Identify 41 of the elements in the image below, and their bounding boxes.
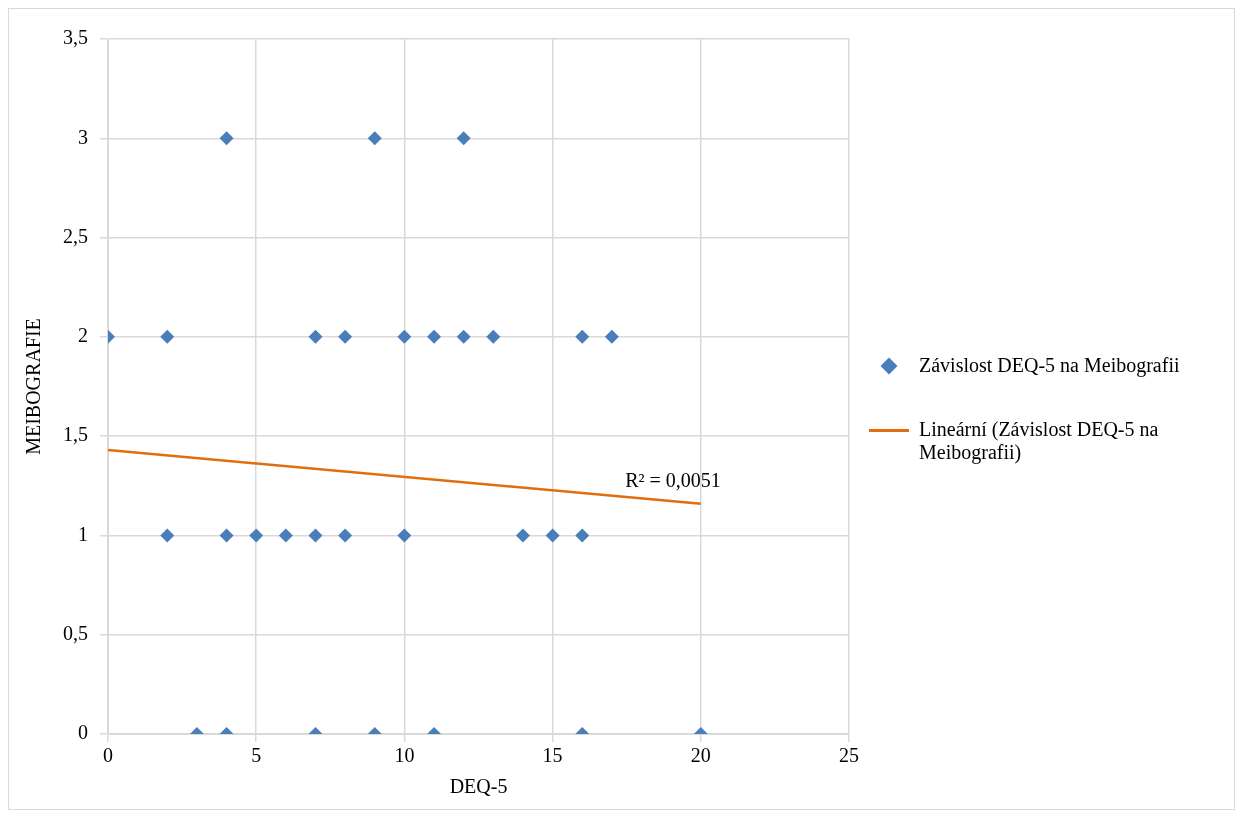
- point: [367, 131, 382, 146]
- point: [219, 528, 234, 543]
- annotation: R² = 0,0051: [625, 468, 721, 491]
- x-tick-label: 5: [251, 744, 262, 767]
- y-tick-label: 0: [78, 721, 88, 744]
- point: [308, 528, 323, 543]
- point: [278, 528, 293, 543]
- y-tick-label: 3,5: [63, 26, 88, 49]
- point: [338, 329, 353, 344]
- point: [160, 528, 175, 543]
- point: [604, 329, 619, 344]
- legend-label: Závislost DEQ-5 na Meibografii: [919, 354, 1180, 377]
- x-tick-label: 25: [839, 744, 859, 767]
- point: [456, 131, 471, 146]
- point: [397, 329, 412, 344]
- y-tick-label: 1: [78, 522, 88, 545]
- y-axis-title: MEIBOGRAFIE: [22, 318, 45, 455]
- legend-label: Lineární (Závislost DEQ-5 na Meibografii): [919, 418, 1160, 464]
- y-tick-label: 2: [78, 324, 88, 347]
- point: [575, 528, 590, 543]
- y-tick-label: 3: [78, 125, 88, 148]
- x-axis-title: DEQ-5: [449, 775, 508, 798]
- point: [456, 329, 471, 344]
- x-tick-label: 10: [394, 744, 415, 767]
- x-tick-label: 0: [103, 744, 113, 767]
- point: [545, 528, 560, 543]
- x-tick-label: 15: [542, 744, 563, 767]
- point: [515, 528, 530, 543]
- y-tick-label: 1,5: [63, 423, 88, 446]
- point: [397, 528, 412, 543]
- x-tick-label: 20: [690, 744, 711, 767]
- point: [160, 329, 175, 344]
- point: [486, 329, 501, 344]
- point: [308, 329, 323, 344]
- point: [575, 329, 590, 344]
- point: [249, 528, 264, 543]
- y-tick-label: 2,5: [63, 224, 88, 247]
- point: [338, 528, 353, 543]
- point: [219, 131, 234, 146]
- point: [427, 329, 442, 344]
- y-tick-label: 0,5: [63, 621, 88, 644]
